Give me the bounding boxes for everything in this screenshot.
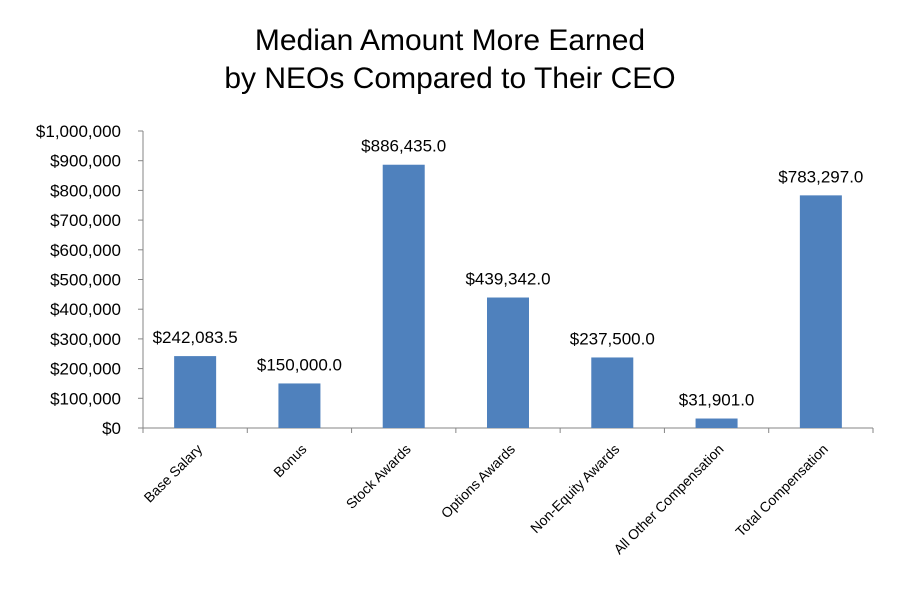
bar xyxy=(591,357,634,428)
x-category-label: Non-Equity Awards xyxy=(527,441,622,536)
y-tick-label: $600,000 xyxy=(50,241,121,260)
y-tick-label: $900,000 xyxy=(50,152,121,171)
y-tick-label: $0 xyxy=(102,419,121,438)
y-tick-label: $200,000 xyxy=(50,360,121,379)
data-label: $783,297.0 xyxy=(778,167,863,186)
data-label: $886,435.0 xyxy=(361,137,446,156)
x-category-label: Options Awards xyxy=(438,441,518,521)
data-label: $31,901.0 xyxy=(679,391,755,410)
bar xyxy=(278,383,321,428)
bar xyxy=(799,195,842,428)
y-tick-label: $800,000 xyxy=(50,181,121,200)
chart-title-line-1: Median Amount More Earned xyxy=(254,24,646,57)
y-tick-label: $300,000 xyxy=(50,330,121,349)
y-tick-label: $500,000 xyxy=(50,271,121,290)
bar xyxy=(487,297,529,428)
data-label: $237,500.0 xyxy=(570,329,655,348)
x-category-label: Total Compensation xyxy=(732,441,831,540)
y-tick-label: $400,000 xyxy=(50,300,121,319)
bar xyxy=(174,356,217,428)
chart-title: Median Amount More Earned by NEOs Compar… xyxy=(0,22,900,98)
bar xyxy=(695,418,738,428)
x-category-label: Base Salary xyxy=(141,441,206,506)
data-label: $150,000.0 xyxy=(257,355,342,374)
y-tick-label: $1,000,000 xyxy=(36,122,121,141)
y-tick-label: $100,000 xyxy=(50,389,121,408)
data-label: $242,083.5 xyxy=(153,328,238,347)
x-category-label: All Other Compensation xyxy=(610,441,726,557)
chart-title-line-2: by NEOs Compared to Their CEO xyxy=(224,62,676,95)
x-category-label: Bonus xyxy=(270,441,309,480)
bar xyxy=(382,164,425,428)
x-category-label: Stock Awards xyxy=(343,441,414,512)
y-tick-label: $700,000 xyxy=(50,211,121,230)
data-label: $439,342.0 xyxy=(465,270,550,289)
